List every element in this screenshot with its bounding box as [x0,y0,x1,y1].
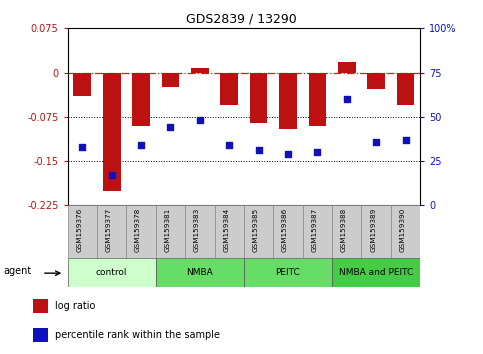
Text: GSM159381: GSM159381 [164,208,170,252]
Text: percentile rank within the sample: percentile rank within the sample [55,330,220,340]
Text: GSM159387: GSM159387 [312,208,317,252]
Bar [244,205,273,258]
Bar [244,258,332,287]
Bar [367,73,385,89]
Text: log ratio: log ratio [55,301,95,311]
Point [226,142,233,148]
Bar [332,258,420,287]
Point [343,96,351,102]
Point [108,172,115,178]
Bar [132,73,150,126]
Bar [273,205,303,258]
Bar [68,205,97,258]
Bar [97,205,127,258]
Point [255,148,262,153]
Bar [185,205,214,258]
Bar [33,328,48,342]
Bar [361,205,391,258]
Text: PEITC: PEITC [276,268,300,277]
Bar [303,205,332,258]
Text: GSM159390: GSM159390 [399,208,406,252]
Text: GSM159377: GSM159377 [106,208,112,252]
Bar [250,73,268,123]
Bar [279,73,297,129]
Text: GSM159386: GSM159386 [282,208,288,252]
Bar [332,205,361,258]
Point [137,142,145,148]
Text: GSM159384: GSM159384 [223,208,229,252]
Text: GDS2839 / 13290: GDS2839 / 13290 [186,12,297,25]
Point [313,149,321,155]
Bar [309,73,326,126]
Bar [397,73,414,105]
Bar [191,68,209,73]
Text: agent: agent [3,266,31,276]
Bar [127,205,156,258]
Bar [220,73,238,105]
Bar [391,205,420,258]
Point [78,144,86,150]
Bar [73,73,91,96]
Text: GSM159376: GSM159376 [76,208,82,252]
Point [372,139,380,144]
Text: GSM159378: GSM159378 [135,208,141,252]
Bar [214,205,244,258]
Bar [162,73,179,87]
Bar [338,62,355,73]
Bar [68,258,156,287]
Bar [156,258,244,287]
Text: NMBA: NMBA [186,268,213,277]
Point [167,125,174,130]
Bar [156,205,185,258]
Point [196,118,204,123]
Text: GSM159385: GSM159385 [253,208,258,252]
Text: control: control [96,268,128,277]
Text: NMBA and PEITC: NMBA and PEITC [339,268,413,277]
Text: GSM159389: GSM159389 [370,208,376,252]
Text: GSM159383: GSM159383 [194,208,200,252]
Bar [103,73,120,190]
Point [402,137,410,143]
Point [284,151,292,157]
Text: GSM159388: GSM159388 [341,208,347,252]
Bar [33,299,48,313]
